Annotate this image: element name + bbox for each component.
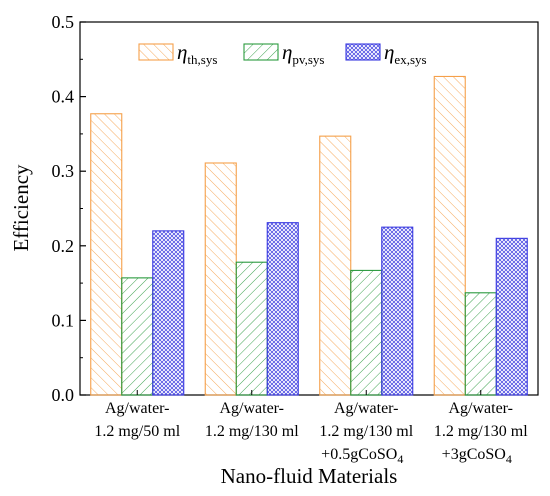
x-axis-title: Nano-fluid Materials	[221, 464, 398, 488]
y-axis-title: Efficiency	[9, 164, 33, 252]
x-category-label: Ag/water-1.2 mg/130 ml +3gCoSO4	[434, 400, 528, 466]
y-axis: 0.0 0.1 0.2 0.3 0.4 0.5	[52, 12, 86, 405]
y-tick-label: 0.2	[52, 236, 75, 256]
legend-swatch	[345, 43, 381, 61]
x-axis: Ag/water-1.2 mg/50 ml Ag/water-1.2 mg/130…	[94, 390, 528, 466]
x-category-label: Ag/water-1.2 mg/50 ml	[94, 400, 180, 440]
bar-th-3	[319, 135, 352, 396]
y-tick-label: 0.1	[52, 310, 75, 330]
bar-ex-4	[495, 237, 528, 396]
y-tick-label: 0.5	[52, 12, 75, 32]
bar-pv-4	[464, 292, 497, 396]
legend-swatch	[243, 43, 279, 61]
legend: ηth,sys ηpv,sys ηex,sys	[138, 40, 427, 67]
y-tick-label: 0.4	[52, 87, 75, 107]
bar-th-1	[90, 113, 123, 396]
legend-swatch	[138, 43, 174, 61]
legend-label: ηpv,sys	[282, 40, 324, 67]
bar-pv-3	[350, 269, 383, 396]
bar-th-2	[204, 162, 237, 396]
bar-th-4	[433, 75, 466, 396]
bar-pv-2	[235, 261, 268, 396]
y-tick-label: 0.0	[52, 385, 75, 405]
x-category-label: Ag/water-1.2 mg/130 ml	[205, 400, 299, 440]
x-category-label: Ag/water-1.2 mg/130 ml +0.5gCoSO4	[319, 400, 413, 466]
bars-layer	[90, 75, 528, 396]
bar-ex-3	[381, 226, 414, 396]
bar-ex-2	[266, 222, 299, 396]
bar-pv-1	[121, 277, 154, 396]
y-tick-label: 0.3	[52, 161, 75, 181]
legend-label: ηex,sys	[384, 40, 427, 67]
legend-label: ηth,sys	[177, 40, 217, 67]
bar-ex-1	[152, 230, 185, 396]
